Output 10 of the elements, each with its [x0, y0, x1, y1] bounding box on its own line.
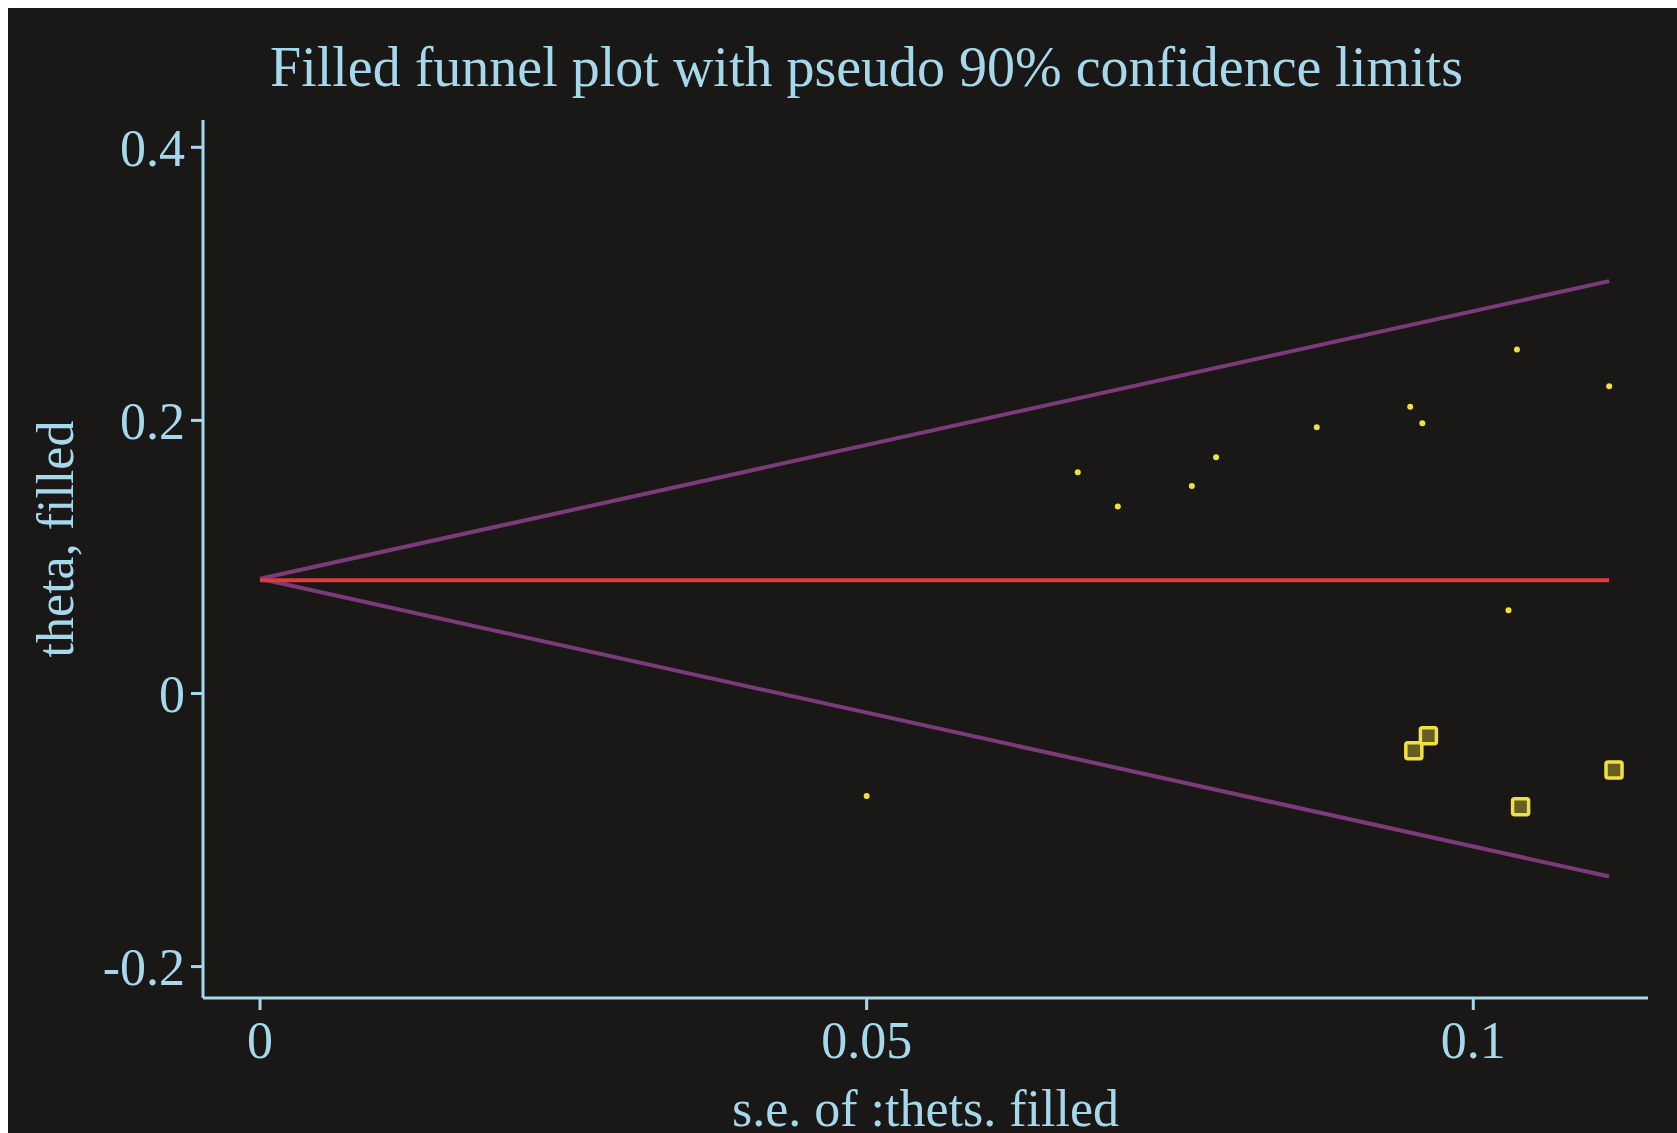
chart-title: Filled funnel plot with pseudo 90% confidence limits [270, 36, 1463, 98]
y-axis-title: theta, filled [27, 420, 84, 658]
y-tick-label: -0.2 [102, 938, 185, 996]
y-tick-label: 0 [159, 665, 185, 723]
x-tick-label: 0 [247, 1012, 274, 1069]
x-tick-label: 0.1 [1440, 1012, 1506, 1069]
x-axis-title: s.e. of :thets. filled [731, 1080, 1120, 1133]
y-tick-label: 0.2 [120, 392, 185, 450]
y-tick-label: 0.4 [120, 119, 185, 177]
x-tick-label: 0.05 [821, 1012, 913, 1069]
